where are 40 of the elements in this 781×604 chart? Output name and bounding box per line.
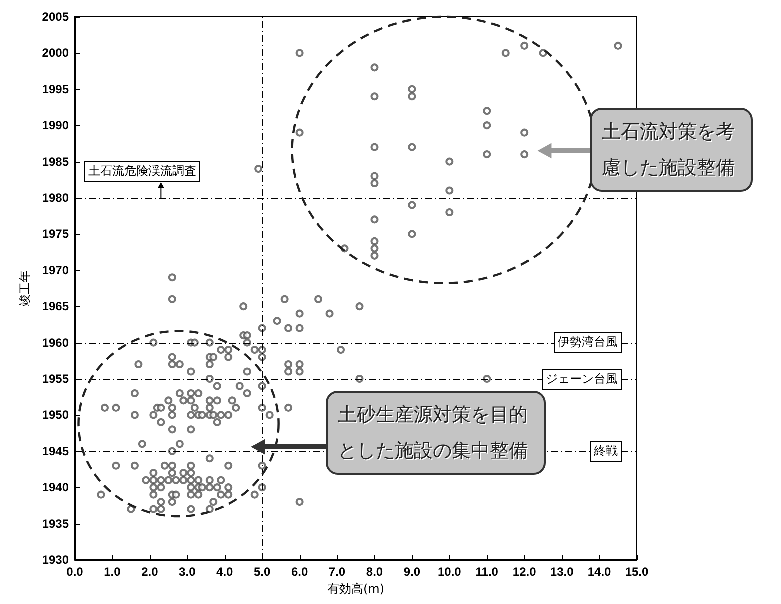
x-tick-label: 4.0 bbox=[216, 565, 234, 579]
y-tick-label: 1965 bbox=[42, 300, 70, 314]
y-tick-label: 1950 bbox=[42, 408, 70, 422]
y-tick-label: 1945 bbox=[42, 444, 70, 458]
y-tick-label: 1995 bbox=[42, 82, 70, 96]
x-tick-label: 13.0 bbox=[550, 565, 574, 579]
y-axis-title: 竣工年 bbox=[18, 270, 32, 306]
x-tick-label: 6.0 bbox=[291, 565, 308, 579]
y-tick-label: 2005 bbox=[42, 10, 70, 24]
ref-line-label: ジェーン台風 bbox=[542, 368, 622, 390]
x-tick-label: 12.0 bbox=[512, 565, 537, 579]
y-tick-label: 1940 bbox=[42, 480, 70, 495]
y-tick-label: 1990 bbox=[42, 118, 70, 133]
ref-line-label: 土石流危険渓流調査 bbox=[84, 161, 200, 182]
annotation: 土石流対策を考慮した施設整備 bbox=[590, 108, 753, 192]
y-tick-label: 1970 bbox=[42, 263, 70, 278]
ref-line-label: 伊勢湾台風 bbox=[554, 332, 622, 354]
y-tick-label: 1985 bbox=[42, 154, 70, 169]
x-tick-label: 11.0 bbox=[476, 565, 499, 579]
x-tick-label: 1.0 bbox=[104, 565, 122, 579]
y-tick-label: 1930 bbox=[42, 553, 70, 567]
y-tick-label: 1975 bbox=[42, 227, 70, 242]
y-tick-label: 2000 bbox=[42, 46, 70, 60]
x-tick-label: 7.0 bbox=[328, 565, 346, 579]
y-tick-label: 1935 bbox=[42, 516, 70, 531]
x-tick-label: 8.0 bbox=[366, 565, 384, 579]
y-tick-label: 1955 bbox=[42, 372, 70, 386]
annotation: 土砂生産源対策を目的とした施設の集中整備 bbox=[326, 391, 546, 476]
x-tick-label: 9.0 bbox=[404, 565, 421, 579]
y-tick-label: 1960 bbox=[42, 336, 70, 350]
x-tick-label: 10.0 bbox=[438, 565, 462, 579]
y-tick-label: 1980 bbox=[42, 191, 70, 205]
x-axis-title: 有効高(m) bbox=[327, 582, 385, 596]
x-tick-label: 15.0 bbox=[625, 565, 649, 579]
x-tick-label: 5.0 bbox=[254, 565, 271, 579]
ref-line-label: 終戦 bbox=[590, 440, 622, 462]
x-tick-label: 14.0 bbox=[588, 565, 612, 579]
x-tick-label: 0.0 bbox=[66, 565, 84, 579]
x-tick-label: 2.0 bbox=[142, 565, 159, 579]
x-tick-label: 3.0 bbox=[179, 565, 196, 579]
